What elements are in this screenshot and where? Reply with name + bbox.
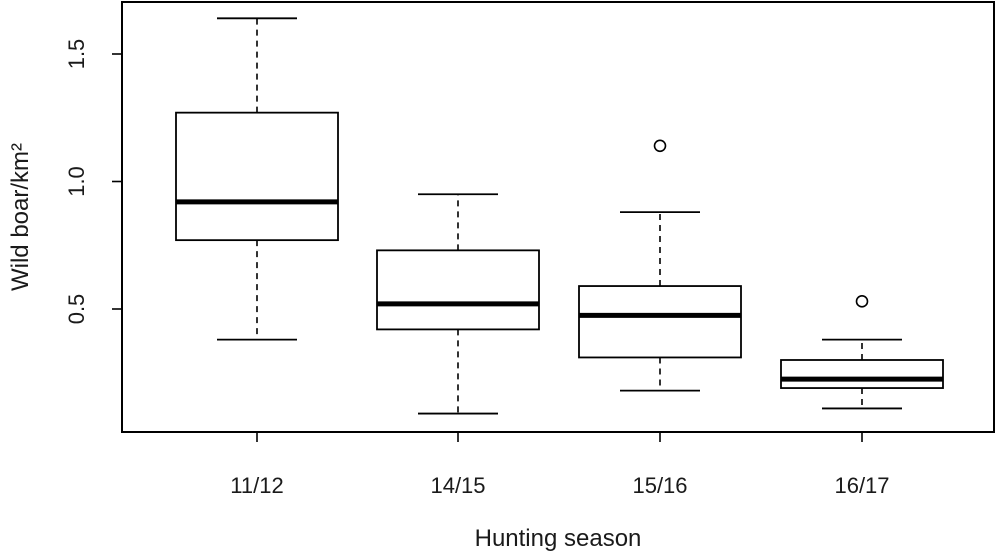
x-tick-label: 14/15 xyxy=(430,473,485,498)
x-tick-label: 11/12 xyxy=(230,473,283,498)
iqr-box xyxy=(780,359,944,389)
iqr-box xyxy=(175,111,339,242)
y-tick-label: 1.0 xyxy=(64,166,89,197)
outlier-point xyxy=(855,295,869,308)
x-axis: 11/12 14/15 15/16 16/17 xyxy=(230,432,890,498)
y-axis: 0.5 1.0 1.5 xyxy=(64,39,122,325)
x-tick-label: 15/16 xyxy=(632,473,687,498)
box-11-12 xyxy=(175,17,339,341)
box-16-17 xyxy=(780,295,944,410)
y-tick-label: 1.5 xyxy=(64,39,89,70)
iqr-box xyxy=(376,249,540,331)
x-tick-label: 16/17 xyxy=(834,473,889,498)
box-14-15 xyxy=(376,193,540,415)
iqr-box xyxy=(578,285,742,359)
x-axis-label: Hunting season xyxy=(475,525,642,552)
box-15-16 xyxy=(578,139,742,392)
outlier-point xyxy=(653,139,667,153)
boxes-group xyxy=(175,17,944,415)
y-tick-label: 0.5 xyxy=(64,294,89,325)
y-axis-label: Wild boar/km² xyxy=(7,143,34,291)
plot-frame xyxy=(121,1,995,433)
